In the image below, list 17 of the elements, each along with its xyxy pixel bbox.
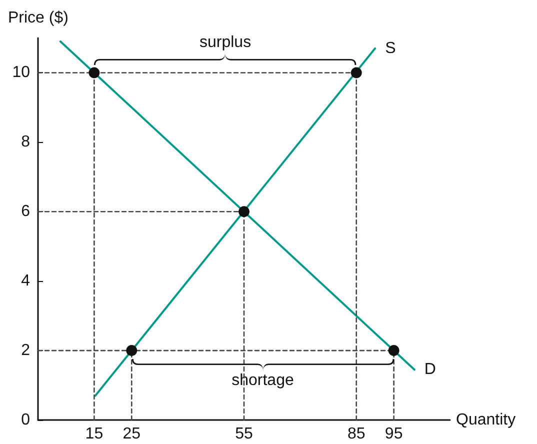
x-axis-title: Quantity [456, 412, 516, 428]
x-tick-label: 25 [122, 426, 141, 442]
y-axis-title: Price ($) [8, 10, 68, 26]
annotation: shortage [232, 372, 294, 390]
annotation: surplus [199, 34, 252, 52]
y-tick-label: 4 [21, 272, 30, 290]
y-tick-label: 0 [21, 412, 30, 428]
y-tick-label: 10 [12, 64, 30, 82]
x-tick-label: 15 [85, 426, 104, 442]
x-tick-label: 55 [235, 426, 253, 442]
series-label: D [424, 361, 436, 378]
y-tick-label: 2 [21, 342, 30, 360]
x-tick-label: 85 [347, 426, 366, 442]
series-label: S [385, 40, 396, 57]
y-tick-label: 8 [21, 134, 30, 151]
x-tick-label: 95 [384, 426, 403, 442]
y-tick-label: 6 [21, 203, 30, 220]
